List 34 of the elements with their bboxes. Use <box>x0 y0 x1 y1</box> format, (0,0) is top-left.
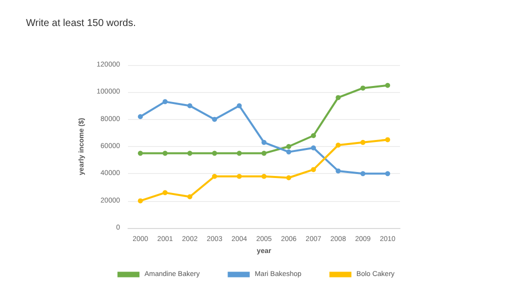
point <box>336 95 341 100</box>
point <box>286 144 292 149</box>
point <box>162 150 168 156</box>
point <box>310 167 316 172</box>
point <box>360 171 366 176</box>
point <box>212 116 218 122</box>
point <box>262 140 266 145</box>
point <box>236 174 242 179</box>
point <box>385 137 390 142</box>
point <box>162 190 168 196</box>
point <box>236 150 242 156</box>
point <box>360 140 366 145</box>
point <box>236 103 242 108</box>
point <box>138 114 143 120</box>
point <box>286 149 292 154</box>
text: Write at least 150 words. <box>26 18 136 29</box>
point <box>360 86 366 91</box>
point <box>385 82 390 88</box>
point <box>187 103 192 108</box>
point <box>212 150 218 156</box>
point <box>138 150 143 156</box>
point <box>385 171 390 176</box>
point <box>336 142 341 148</box>
point <box>212 174 218 179</box>
point <box>310 145 316 150</box>
point <box>262 150 266 156</box>
point <box>187 150 192 156</box>
point <box>138 198 143 204</box>
point <box>310 133 316 138</box>
point <box>336 168 341 174</box>
point <box>187 194 192 200</box>
point <box>162 99 168 104</box>
point <box>286 175 292 180</box>
point <box>262 174 266 179</box>
